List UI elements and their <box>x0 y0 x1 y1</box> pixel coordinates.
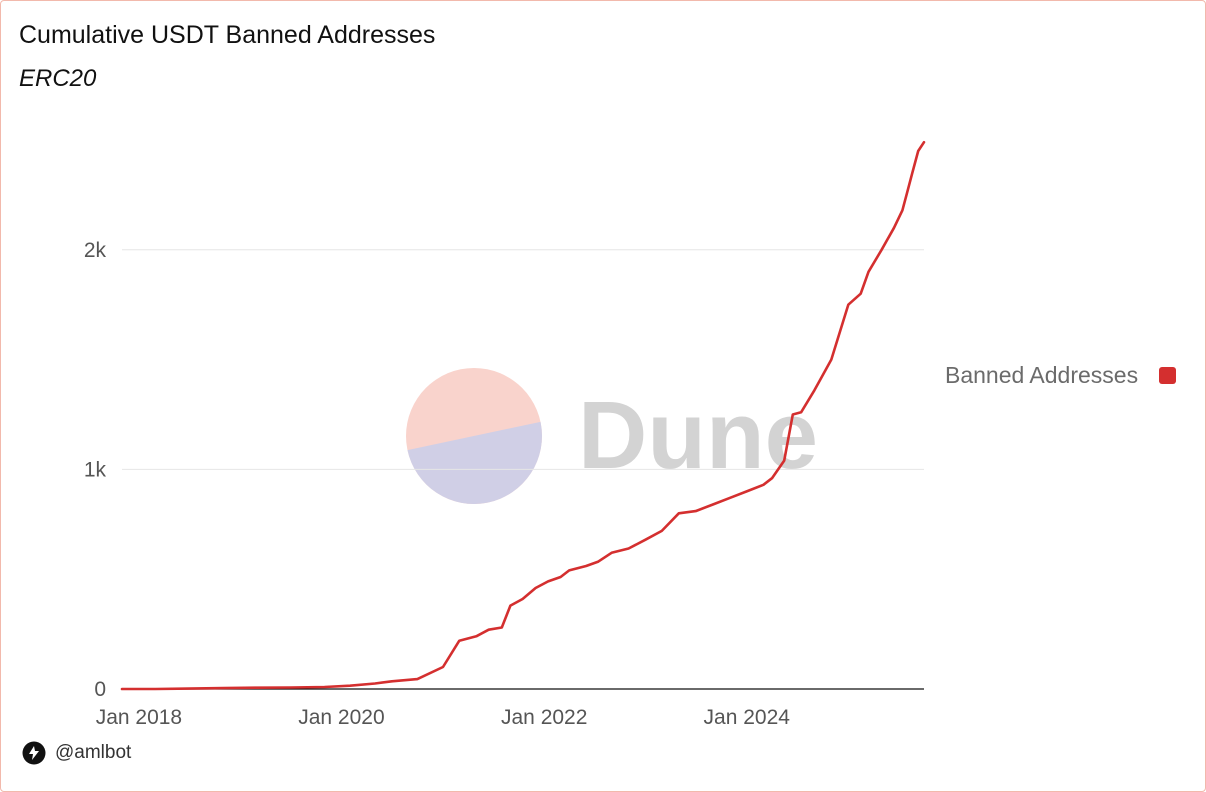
legend[interactable]: Banned Addresses <box>945 362 1176 389</box>
chart-title: Cumulative USDT Banned Addresses <box>19 21 436 49</box>
x-axis: Jan 2018 Jan 2020 Jan 2022 Jan 2024 <box>96 706 791 729</box>
footer-attribution: @amlbot <box>22 741 131 765</box>
x-tick-label: Jan 2024 <box>704 706 791 729</box>
chart-subtitle: ERC20 <box>19 65 97 92</box>
series-layer <box>120 140 926 691</box>
watermark-text: Dune <box>578 382 818 489</box>
y-tick-label: 0 <box>94 678 106 701</box>
author-handle: @amlbot <box>55 742 132 763</box>
legend-swatch <box>1159 367 1176 384</box>
x-tick-label: Jan 2020 <box>298 706 384 729</box>
legend-label: Banned Addresses <box>945 362 1139 388</box>
y-tick-label: 2k <box>84 239 107 262</box>
x-tick-label: Jan 2018 <box>96 706 182 729</box>
y-tick-label: 1k <box>84 458 107 481</box>
gridlines <box>122 249 924 690</box>
x-tick-label: Jan 2022 <box>501 706 587 729</box>
y-axis: 0 1k 2k <box>84 239 107 701</box>
series-line-banned-addresses <box>120 140 926 691</box>
dune-watermark: Dune <box>406 368 818 504</box>
watermark-circle-bottom <box>407 421 542 504</box>
dune-logo-icon <box>22 741 46 765</box>
